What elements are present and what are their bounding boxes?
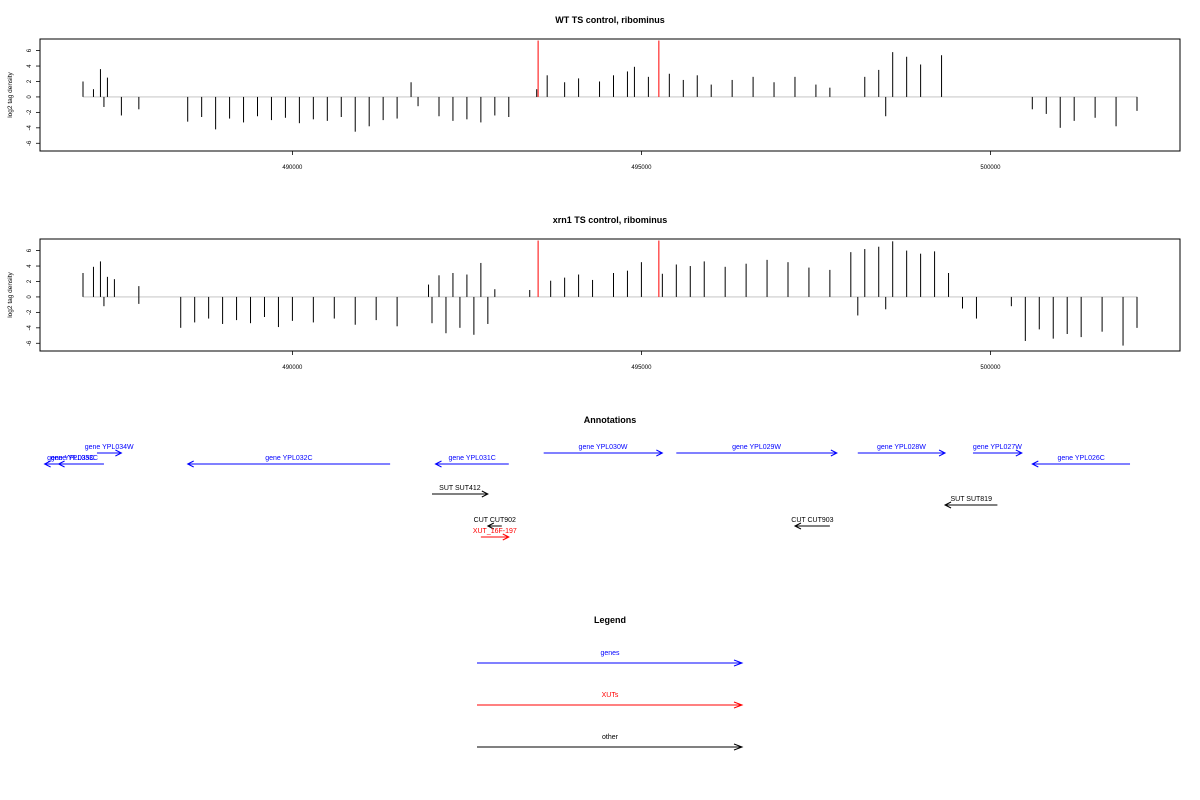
annotation-feature: CUT CUT903 bbox=[791, 517, 834, 530]
panel-xrn1: xrn1 TS control, ribominus log2 tag dens… bbox=[7, 215, 1181, 371]
legend-title: Legend bbox=[594, 615, 626, 625]
legend-label: genes bbox=[600, 650, 620, 657]
legend-section: Legend genes XUTs other bbox=[477, 615, 744, 751]
y-tick-label: 0 bbox=[27, 95, 33, 99]
y-tick-label: -4 bbox=[27, 325, 33, 331]
panel-1-y-axis: -6 -4 -2 0 2 4 6 bbox=[27, 48, 41, 146]
annotation-feature: gene YPL034W bbox=[85, 444, 134, 457]
y-tick-label: -6 bbox=[27, 140, 33, 146]
feature-arrow-head bbox=[793, 522, 802, 530]
feature-label: gene YPL031C bbox=[448, 455, 495, 462]
annotation-feature: XUT_16F-197 bbox=[473, 528, 517, 541]
y-tick-label: 6 bbox=[27, 248, 33, 252]
legend-arrow-head bbox=[733, 659, 744, 667]
annotation-feature: gene YPL033C bbox=[43, 455, 104, 468]
y-tick-label: 2 bbox=[27, 79, 33, 83]
feature-label: XUT_16F-197 bbox=[473, 528, 517, 535]
panel-1-x-axis: 490000 495000 500000 bbox=[282, 151, 1001, 171]
panel-2-ylabel: log2 tag density bbox=[7, 271, 14, 317]
annotation-feature: SUT SUT412 bbox=[432, 485, 489, 498]
feature-arrow-head bbox=[943, 501, 952, 509]
annotations-title: Annotations bbox=[584, 415, 637, 425]
feature-label: gene YPL033C bbox=[51, 455, 98, 462]
panel-wt: WT TS control, ribominus log2 tag densit… bbox=[7, 15, 1181, 171]
annotation-feature: gene YPL031C bbox=[434, 455, 509, 468]
panel-1-bars bbox=[82, 40, 1138, 132]
feature-label: gene YPL034W bbox=[85, 444, 134, 451]
feature-label: gene YPL032C bbox=[265, 455, 312, 462]
panel-1-frame bbox=[39, 38, 1181, 152]
feature-arrow-head bbox=[434, 460, 442, 468]
annotation-feature: CUT CUT902 bbox=[474, 517, 516, 530]
feature-arrow-head bbox=[830, 449, 838, 457]
feature-arrow-head bbox=[115, 449, 123, 457]
feature-label: gene YPL035C bbox=[47, 455, 94, 462]
annotation-feature: gene YPL028W bbox=[857, 444, 947, 457]
panel-2-y-axis: -6 -4 -2 0 2 4 6 bbox=[27, 248, 41, 346]
x-tick-label: 490000 bbox=[282, 165, 303, 171]
y-tick-label: 4 bbox=[27, 264, 33, 268]
panel-2-title: xrn1 TS control, ribominus bbox=[553, 215, 668, 225]
y-tick-label: 0 bbox=[27, 295, 33, 299]
feature-arrow-head bbox=[1015, 449, 1023, 457]
y-tick-label: 6 bbox=[27, 48, 33, 52]
feature-arrow-head bbox=[656, 449, 664, 457]
annotation-feature: gene YPL027W bbox=[973, 444, 1023, 457]
feature-label: CUT CUT903 bbox=[791, 517, 833, 524]
panel-2-x-axis: 490000 495000 500000 bbox=[282, 351, 1001, 371]
y-tick-label: -2 bbox=[27, 109, 33, 115]
panel-1-ylabel: log2 tag density bbox=[7, 71, 14, 117]
annotation-feature: gene YPL029W bbox=[676, 444, 838, 457]
feature-arrow-head bbox=[481, 490, 489, 498]
x-tick-label: 495000 bbox=[631, 365, 652, 371]
legend-entries: genes XUTs other bbox=[477, 650, 744, 751]
panel-1-title: WT TS control, ribominus bbox=[555, 15, 665, 25]
legend-arrow-head bbox=[733, 701, 744, 709]
x-tick-label: 490000 bbox=[282, 365, 303, 371]
annotation-feature: gene YPL030W bbox=[543, 444, 664, 457]
annotation-feature: SUT SUT819 bbox=[943, 496, 998, 509]
feature-label: gene YPL030W bbox=[579, 444, 628, 451]
y-tick-label: 4 bbox=[27, 64, 33, 68]
legend-arrow-head bbox=[733, 743, 744, 751]
feature-label: gene YPL027W bbox=[973, 444, 1022, 451]
x-tick-label: 500000 bbox=[980, 365, 1001, 371]
legend-label: other bbox=[602, 734, 619, 741]
legend-entry: genes bbox=[477, 650, 744, 667]
feature-label: SUT SUT819 bbox=[950, 496, 992, 503]
y-tick-label: -6 bbox=[27, 340, 33, 346]
feature-arrow-head bbox=[186, 460, 194, 468]
feature-arrow-head bbox=[1031, 460, 1039, 468]
annotation-feature: gene YPL032C bbox=[186, 455, 391, 468]
feature-label: CUT CUT902 bbox=[474, 517, 516, 524]
feature-arrow-head bbox=[486, 522, 495, 530]
annotation-feature: gene YPL026C bbox=[1031, 455, 1131, 468]
legend-entry: other bbox=[477, 734, 744, 751]
feature-label: gene YPL028W bbox=[877, 444, 926, 451]
feature-label: gene YPL026C bbox=[1057, 455, 1104, 462]
panel-2-frame bbox=[39, 238, 1181, 352]
feature-arrow-head bbox=[43, 460, 51, 468]
panel-2-bars bbox=[82, 240, 1138, 346]
feature-arrow-head bbox=[502, 533, 510, 541]
feature-label: SUT SUT412 bbox=[439, 485, 481, 492]
y-tick-label: -2 bbox=[27, 309, 33, 315]
feature-label: gene YPL029W bbox=[732, 444, 781, 451]
y-tick-label: 2 bbox=[27, 279, 33, 283]
legend-label: XUTs bbox=[602, 692, 619, 699]
y-tick-label: -4 bbox=[27, 125, 33, 131]
legend-entry: XUTs bbox=[477, 692, 744, 709]
x-tick-label: 500000 bbox=[980, 165, 1001, 171]
feature-arrow-head bbox=[938, 449, 947, 457]
x-tick-label: 495000 bbox=[631, 165, 652, 171]
